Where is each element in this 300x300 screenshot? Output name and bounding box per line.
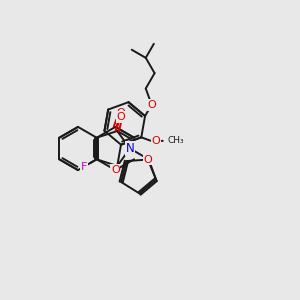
- Text: O: O: [152, 136, 161, 146]
- Text: O: O: [147, 100, 156, 110]
- Text: O: O: [116, 108, 125, 118]
- Text: CH₃: CH₃: [168, 136, 184, 145]
- Text: O: O: [111, 165, 120, 175]
- Text: O: O: [144, 154, 152, 165]
- Text: F: F: [81, 161, 87, 172]
- Text: O: O: [116, 112, 125, 122]
- Text: N: N: [126, 142, 134, 155]
